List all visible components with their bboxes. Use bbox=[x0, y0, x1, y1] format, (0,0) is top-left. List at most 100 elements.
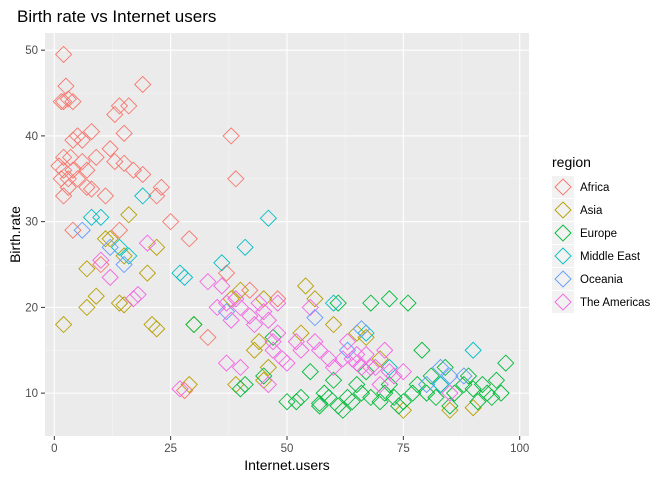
point-asia bbox=[115, 247, 133, 265]
point-africa bbox=[78, 178, 96, 196]
point-europe bbox=[455, 375, 473, 394]
point-asia bbox=[148, 320, 166, 338]
point-europe bbox=[459, 367, 478, 385]
legend-item-asia: Asia bbox=[552, 199, 603, 221]
point-africa bbox=[54, 148, 73, 166]
point-middle-east bbox=[324, 294, 343, 312]
point-middle-east bbox=[380, 358, 399, 377]
point-africa bbox=[96, 187, 115, 205]
point-africa bbox=[269, 290, 287, 308]
x-tick-label: 100 bbox=[510, 443, 529, 455]
point-the-americas bbox=[217, 354, 236, 372]
legend-item-middle-east: Middle East bbox=[552, 245, 641, 267]
point-europe bbox=[376, 384, 394, 402]
x-tick-label: 75 bbox=[397, 443, 410, 455]
x-tick-label: 0 bbox=[51, 443, 57, 455]
point-europe bbox=[362, 294, 380, 312]
point-africa bbox=[199, 328, 217, 347]
point-europe bbox=[324, 371, 343, 389]
point-africa bbox=[57, 77, 75, 95]
point-europe bbox=[483, 388, 501, 407]
point-asia bbox=[348, 324, 366, 342]
point-europe bbox=[329, 294, 347, 312]
point-the-americas bbox=[213, 277, 231, 295]
point-the-americas bbox=[171, 380, 189, 398]
point-africa bbox=[54, 161, 73, 179]
point-the-americas bbox=[385, 367, 403, 385]
point-europe bbox=[417, 384, 436, 402]
point-asia bbox=[357, 328, 375, 347]
point-asia bbox=[143, 315, 161, 334]
point-africa bbox=[61, 148, 80, 166]
point-europe bbox=[399, 294, 417, 312]
point-the-americas bbox=[199, 273, 217, 291]
point-the-americas bbox=[217, 294, 236, 312]
point-asia bbox=[296, 277, 315, 295]
point-the-americas bbox=[310, 341, 329, 359]
y-tick-label: 20 bbox=[25, 302, 38, 314]
point-asia bbox=[231, 281, 250, 299]
legend-key-diamond bbox=[554, 201, 572, 219]
y-tick-label: 40 bbox=[25, 131, 38, 143]
point-europe bbox=[334, 401, 352, 419]
point-europe bbox=[436, 358, 454, 377]
point-the-americas bbox=[334, 350, 352, 368]
legend-item-the-americas: The Americas bbox=[552, 291, 651, 313]
legend-key-diamond bbox=[554, 293, 572, 311]
point-the-americas bbox=[227, 290, 245, 308]
point-the-americas bbox=[124, 290, 143, 308]
point-asia bbox=[371, 350, 389, 368]
point-the-americas bbox=[362, 358, 380, 377]
point-europe bbox=[301, 363, 319, 381]
point-the-americas bbox=[101, 268, 119, 287]
point-africa bbox=[64, 131, 82, 149]
point-the-americas bbox=[292, 341, 310, 359]
point-europe bbox=[464, 380, 482, 398]
point-middle-east bbox=[175, 268, 194, 287]
legend-label: The Americas bbox=[580, 297, 651, 309]
point-asia bbox=[148, 238, 166, 256]
point-europe bbox=[404, 384, 422, 402]
point-the-americas bbox=[301, 298, 319, 317]
point-africa bbox=[54, 187, 73, 205]
point-the-americas bbox=[264, 333, 282, 351]
point-middle-east bbox=[213, 254, 231, 272]
point-the-americas bbox=[255, 303, 273, 321]
legend-title: region bbox=[552, 154, 591, 170]
point-europe bbox=[413, 341, 431, 359]
point-the-americas bbox=[278, 354, 296, 372]
point-europe bbox=[394, 393, 412, 411]
point-oceania bbox=[455, 367, 473, 385]
point-africa bbox=[152, 178, 170, 196]
point-the-americas bbox=[231, 358, 250, 377]
legend-label: Middle East bbox=[580, 251, 641, 263]
point-asia bbox=[441, 401, 459, 419]
point-africa bbox=[101, 140, 119, 158]
point-the-americas bbox=[394, 363, 412, 381]
point-europe bbox=[473, 375, 492, 394]
point-africa bbox=[180, 230, 198, 248]
x-tick-label: 50 bbox=[281, 443, 294, 455]
point-the-americas bbox=[357, 345, 375, 364]
legend-label: Europe bbox=[580, 228, 617, 240]
legend: region Africa Asia Europe Middle East Oceani… bbox=[552, 154, 651, 313]
y-tick-label: 10 bbox=[25, 388, 38, 400]
point-asia bbox=[180, 375, 198, 394]
point-the-americas bbox=[269, 324, 287, 342]
legend-key-diamond bbox=[554, 178, 572, 196]
point-europe bbox=[255, 367, 273, 385]
point-europe bbox=[487, 371, 506, 389]
point-the-americas bbox=[320, 350, 338, 368]
point-africa bbox=[115, 154, 133, 172]
point-asia bbox=[292, 324, 310, 342]
point-africa bbox=[54, 92, 73, 111]
point-oceania bbox=[417, 375, 436, 394]
legend-label: Oceania bbox=[580, 274, 623, 286]
point-africa bbox=[73, 152, 91, 171]
point-the-americas bbox=[306, 333, 324, 351]
point-africa bbox=[54, 45, 73, 64]
point-europe bbox=[362, 388, 380, 407]
point-europe bbox=[497, 354, 515, 372]
point-europe bbox=[422, 367, 440, 385]
point-the-americas bbox=[324, 358, 343, 377]
